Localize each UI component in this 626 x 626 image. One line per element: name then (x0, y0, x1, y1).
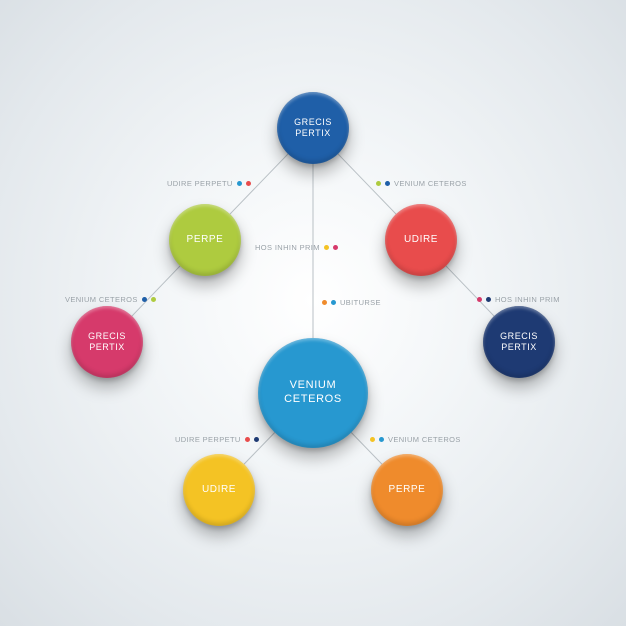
dot-icon (245, 437, 250, 442)
dot-icon (246, 181, 251, 186)
edge-label-text: VENIUM CETEROS (394, 179, 467, 188)
dot-icon (376, 181, 381, 186)
dot-icon (322, 300, 327, 305)
node-left-far: GRECIS PERTIX (71, 306, 143, 378)
edge-label-text: HOS INHIN PRIM (255, 243, 320, 252)
diagram-stage: GRECIS PERTIX PERPE UDIRE GRECIS PERTIX … (0, 0, 626, 626)
dot-icon (333, 245, 338, 250)
edge-label-text: UDIRE PERPETU (175, 435, 241, 444)
dot-icon (486, 297, 491, 302)
edge-label-farL: VENIUM CETEROS (65, 295, 156, 304)
dot-icon (370, 437, 375, 442)
dot-icon (254, 437, 259, 442)
node-right-far: GRECIS PERTIX (483, 306, 555, 378)
edge-label-mm: UBITURSE (322, 298, 381, 307)
node-top: GRECIS PERTIX (277, 92, 349, 164)
edge-label-bl: UDIRE PERPETU (175, 435, 259, 444)
edge-label-br: VENIUM CETEROS (370, 435, 461, 444)
node-bottom-left: UDIRE (183, 454, 255, 526)
dot-icon (477, 297, 482, 302)
node-label: GRECIS PERTIX (294, 117, 332, 140)
edge-label-tl: UDIRE PERPETU (167, 179, 251, 188)
edge-label-text: HOS INHIN PRIM (495, 295, 560, 304)
node-label: GRECIS PERTIX (88, 331, 126, 354)
node-label: UDIRE (202, 484, 236, 497)
dot-icon (324, 245, 329, 250)
dot-icon (237, 181, 242, 186)
dot-icon (151, 297, 156, 302)
node-center: VENIUM CETEROS (258, 338, 368, 448)
node-label: PERPE (389, 484, 426, 497)
node-label: GRECIS PERTIX (500, 331, 538, 354)
edge-label-mr: HOS INHIN PRIM (477, 295, 560, 304)
node-label: VENIUM CETEROS (284, 379, 342, 407)
dot-icon (142, 297, 147, 302)
edge-label-ml: HOS INHIN PRIM (255, 243, 338, 252)
edge-label-text: UDIRE PERPETU (167, 179, 233, 188)
dot-icon (379, 437, 384, 442)
node-label: PERPE (187, 234, 224, 247)
edge-label-text: VENIUM CETEROS (65, 295, 138, 304)
dot-icon (385, 181, 390, 186)
edge-label-tr: VENIUM CETEROS (376, 179, 467, 188)
dot-icon (331, 300, 336, 305)
node-label: UDIRE (404, 234, 438, 247)
edge-label-text: VENIUM CETEROS (388, 435, 461, 444)
edge-label-text: UBITURSE (340, 298, 381, 307)
node-left-mid: PERPE (169, 204, 241, 276)
node-right-mid: UDIRE (385, 204, 457, 276)
node-bottom-right: PERPE (371, 454, 443, 526)
